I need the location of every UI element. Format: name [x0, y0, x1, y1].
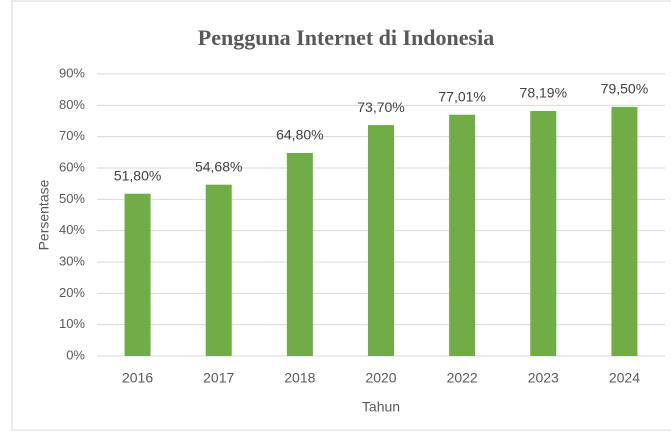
bar — [530, 111, 557, 356]
bar — [205, 184, 232, 356]
x-tick-label: 2016 — [122, 370, 153, 386]
y-axis-label: Persentase — [36, 179, 52, 250]
y-tick-label: 30% — [59, 253, 85, 268]
data-label: 79,50% — [601, 81, 648, 97]
x-tick-label: 2018 — [284, 370, 315, 386]
y-tick-label: 20% — [59, 285, 85, 300]
y-tick-label: 60% — [59, 159, 85, 174]
x-axis-label: Tahun — [362, 399, 400, 415]
y-tick-label: 50% — [59, 191, 85, 206]
bar — [611, 106, 638, 357]
x-tick-label: 2022 — [447, 370, 478, 386]
data-label: 78,19% — [520, 85, 567, 101]
data-label: 51,80% — [114, 167, 161, 183]
y-tick-label: 10% — [59, 316, 85, 331]
x-tick-label: 2017 — [203, 370, 234, 386]
y-tick-label: 70% — [59, 128, 85, 143]
data-label: 64,80% — [276, 127, 323, 143]
data-label: 77,01% — [438, 88, 485, 104]
bar — [368, 125, 394, 356]
x-tick-label: 2020 — [365, 370, 396, 386]
x-tick-label: 2024 — [609, 370, 640, 386]
y-tick-label: 0% — [66, 347, 85, 362]
data-label: 54,68% — [195, 158, 242, 174]
data-label: 73,70% — [357, 99, 404, 115]
bar — [449, 114, 476, 357]
y-tick-label: 40% — [59, 222, 85, 237]
y-tick-label: 80% — [59, 97, 85, 112]
y-tick-label: 90% — [59, 65, 85, 80]
chart-border — [11, 0, 671, 431]
x-tick-label: 2023 — [528, 370, 559, 386]
chart-title: Pengguna Internet di Indonesia — [198, 25, 494, 50]
bar — [286, 152, 313, 356]
bar — [124, 193, 151, 356]
